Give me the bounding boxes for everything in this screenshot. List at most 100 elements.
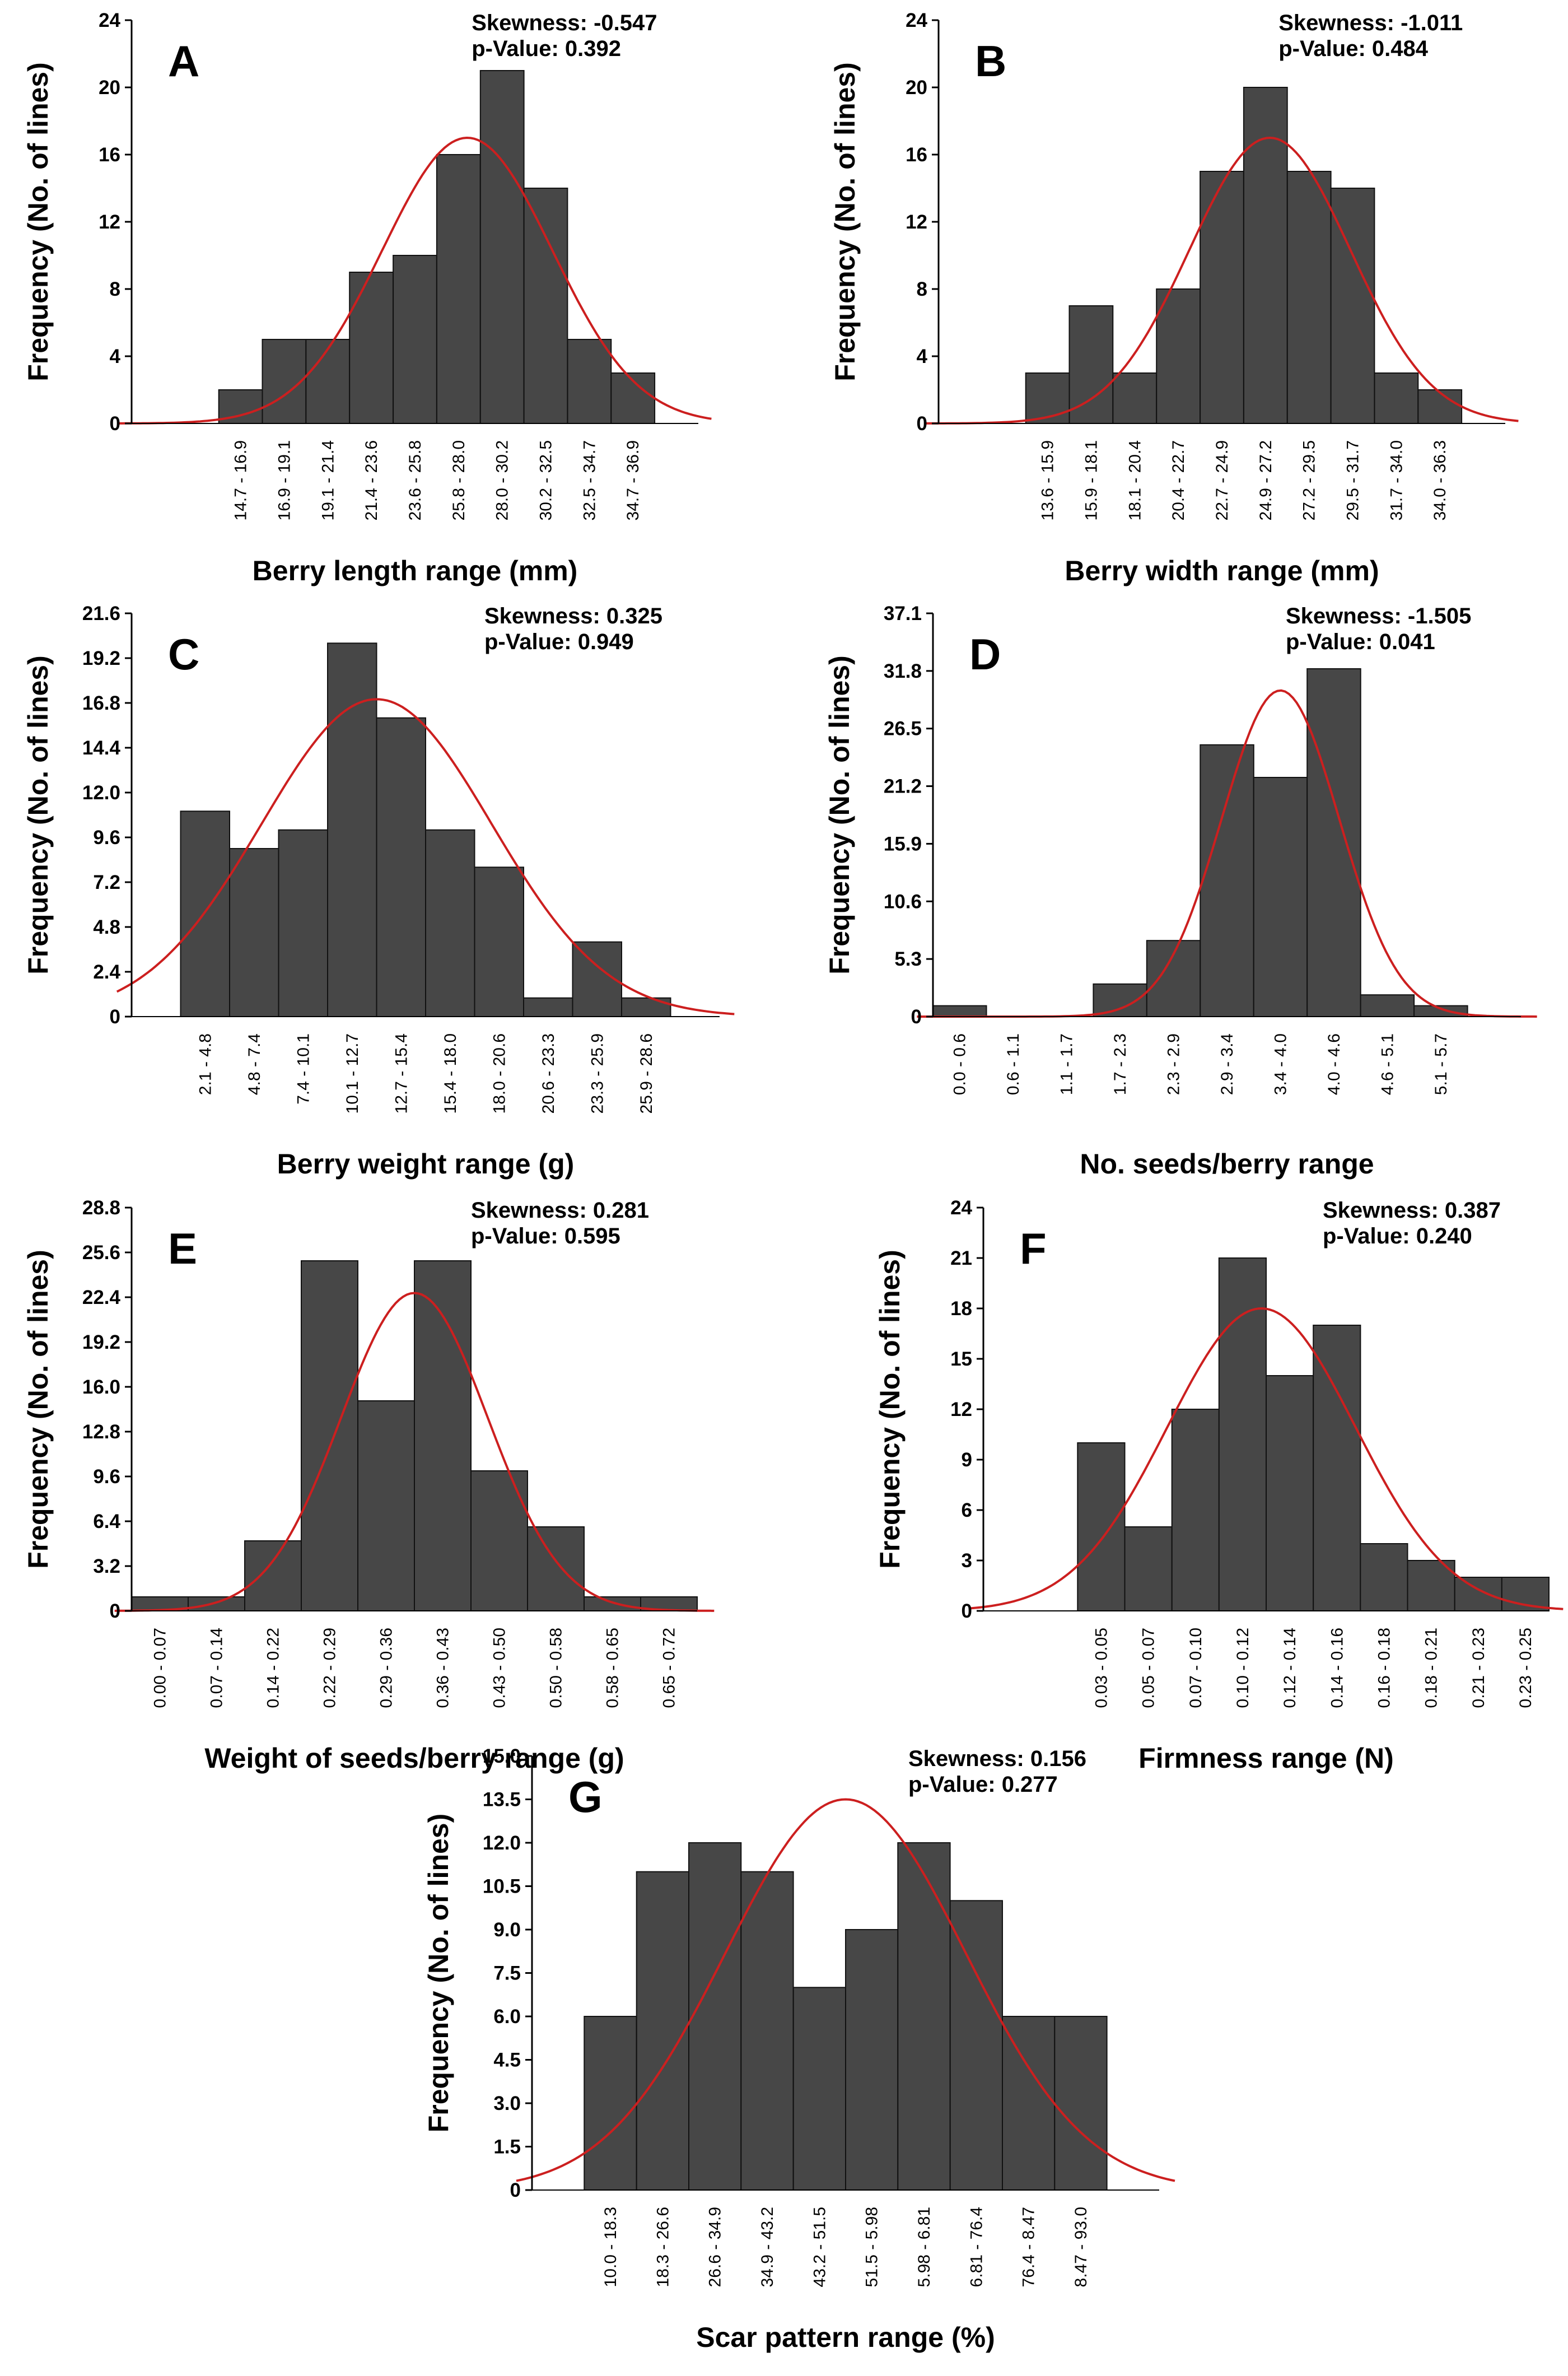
x-tick-label: 51.5 - 5.98 (863, 2207, 881, 2287)
y-tick-label: 16.8 (82, 692, 120, 714)
x-tick-label: 15.9 - 18.1 (1082, 440, 1101, 520)
y-tick-label: 16.0 (82, 1376, 120, 1398)
histogram-bar (425, 829, 475, 1017)
histogram-bar (636, 1871, 689, 2191)
x-tick-label: 7.4 - 10.1 (294, 1033, 312, 1105)
normal-fit-curve (116, 698, 735, 1015)
skewness-label: Skewness: 0.325 (484, 604, 662, 628)
x-tick-label: 0.29 - 0.36 (377, 1628, 396, 1708)
y-tick-label: 9.6 (93, 827, 120, 849)
histogram-bar (527, 1526, 585, 1611)
y-tick-label: 9 (962, 1449, 972, 1471)
x-tick-label: 0.58 - 0.65 (604, 1628, 622, 1708)
x-tick-label: 0.16 - 0.18 (1375, 1628, 1393, 1708)
chart-panel-a: 0 4 8 12 16 20 24 14.7 - 16.9 16.9 - 19.1 19.1 - … (22, 10, 712, 586)
x-tick-label: 18.3 - 26.6 (654, 2207, 672, 2287)
histogram-bar (1112, 372, 1158, 424)
x-tick-label: 1.7 - 2.3 (1111, 1033, 1130, 1095)
y-tick-label: 9.6 (93, 1466, 120, 1488)
y-tick-label: 3.0 (493, 2093, 521, 2114)
chart-panel-d: 0 5.3 10.6 15.9 21.2 26.5 31.8 37.1 0.0 - 0.6 0.6… (824, 603, 1537, 1180)
histogram-bar (1253, 777, 1308, 1017)
y-tick-label: 7.2 (93, 872, 120, 893)
y-tick-label: 14.4 (82, 737, 121, 759)
x-tick-label: 2.1 - 4.8 (196, 1033, 214, 1095)
histogram-bar (393, 255, 437, 424)
chart-panel-e: 0 3.2 6.4 9.6 12.8 16.0 19.2 22.4 25.6 28.8 0.00 -… (22, 1197, 715, 1774)
histogram-bar (376, 717, 426, 1017)
histogram-bar (1093, 983, 1147, 1018)
x-tick-label: 0.07 - 0.10 (1187, 1628, 1205, 1708)
histogram-bar (1054, 2016, 1108, 2191)
y-tick-label: 26.5 (884, 718, 922, 740)
histogram-bar (1200, 744, 1254, 1018)
histogram-bar (1156, 288, 1201, 424)
p-value-label: p-Value: 0.041 (1286, 630, 1435, 654)
histogram-bar (523, 997, 573, 1017)
panel-letter: F (1020, 1224, 1047, 1273)
histogram-bar (244, 1540, 302, 1611)
y-tick-label: 25.6 (82, 1242, 120, 1264)
y-tick-label: 24 (99, 10, 120, 31)
x-tick-label: 8.47 - 93.0 (1072, 2207, 1090, 2287)
x-tick-label: 13.6 - 15.9 (1039, 440, 1057, 520)
x-tick-label: 27.2 - 29.5 (1300, 440, 1319, 520)
histogram-bar (688, 1842, 742, 2191)
x-tick-label: 15.4 - 18.0 (441, 1033, 460, 1114)
x-tick-label: 14.7 - 16.9 (232, 440, 250, 520)
x-tick-label: 22.7 - 24.9 (1213, 440, 1231, 520)
histogram-bar (845, 1929, 899, 2191)
x-axis-title: Berry weight range (g) (277, 1148, 575, 1180)
skewness-label: Skewness: 0.156 (908, 1746, 1086, 1771)
y-tick-label: 8 (110, 278, 120, 300)
x-tick-label: 4.6 - 5.1 (1378, 1033, 1397, 1095)
x-tick-label: 16.9 - 19.1 (276, 440, 294, 520)
y-tick-label: 20 (906, 77, 927, 99)
y-tick-label: 4.8 (93, 916, 120, 938)
histogram-bar (1286, 171, 1332, 424)
y-tick-label: 6.4 (93, 1511, 120, 1532)
p-value-label: p-Value: 0.277 (908, 1772, 1058, 1797)
y-tick-label: 4.5 (493, 2049, 521, 2071)
x-tick-label: 30.2 - 32.5 (537, 440, 556, 520)
histogram-bar (792, 1987, 846, 2191)
histogram-bar (1417, 389, 1463, 424)
y-tick-label: 0 (510, 2179, 521, 2201)
skewness-label: Skewness: 0.387 (1323, 1198, 1501, 1223)
x-tick-label: 0.23 - 0.25 (1516, 1628, 1535, 1708)
y-tick-label: 0 (917, 413, 927, 435)
histogram-bar (1454, 1577, 1502, 1611)
x-tick-label: 0.03 - 0.05 (1092, 1628, 1110, 1708)
y-tick-label: 12.0 (483, 1832, 521, 1854)
y-axis-title: Frequency (No. of lines) (22, 655, 54, 975)
y-tick-label: 6.0 (493, 2006, 521, 2028)
x-tick-label: 12.7 - 15.4 (392, 1033, 410, 1114)
x-tick-label: 1.1 - 1.7 (1058, 1033, 1076, 1095)
y-tick-label: 15.0 (483, 1745, 521, 1767)
y-tick-label: 19.2 (82, 1331, 120, 1353)
y-tick-label: 13.5 (483, 1789, 521, 1811)
p-value-label: p-Value: 0.484 (1278, 36, 1429, 61)
histogram-bar (1243, 87, 1288, 424)
histogram-bar (1374, 372, 1419, 424)
histogram-bar (523, 188, 568, 424)
normal-fit-curve (118, 136, 712, 425)
y-tick-label: 7.5 (493, 1963, 521, 1984)
histogram-bar (357, 1400, 415, 1611)
y-tick-label: 0 (962, 1600, 972, 1622)
histogram-bar (1360, 1543, 1408, 1611)
skewness-label: Skewness: -1.011 (1278, 11, 1463, 35)
y-tick-label: 0 (911, 1006, 922, 1028)
y-tick-label: 12.0 (82, 782, 120, 804)
x-tick-label: 0.14 - 0.22 (264, 1628, 283, 1708)
x-tick-label: 0.0 - 0.6 (951, 1033, 969, 1095)
x-tick-label: 34.7 - 36.9 (624, 440, 642, 520)
y-tick-label: 18 (950, 1298, 972, 1320)
x-axis-title: Berry length range (mm) (253, 555, 578, 586)
y-axis-title: Frequency (No. of lines) (824, 655, 855, 975)
histogram-bar (584, 2016, 637, 2191)
histogram-bar (305, 339, 351, 424)
x-tick-label: 0.00 - 0.07 (151, 1628, 170, 1708)
x-tick-label: 0.65 - 0.72 (660, 1628, 679, 1708)
y-tick-label: 1.5 (493, 2136, 521, 2158)
